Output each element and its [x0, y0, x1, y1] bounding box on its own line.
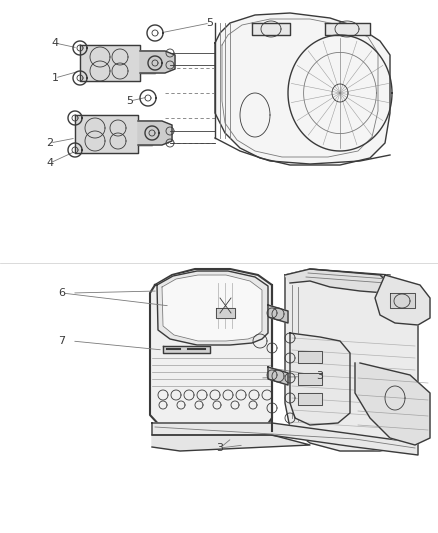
Text: 7: 7 — [58, 336, 66, 346]
Text: 5: 5 — [127, 96, 134, 106]
Polygon shape — [268, 305, 288, 323]
Polygon shape — [252, 23, 290, 35]
Polygon shape — [298, 351, 322, 363]
Text: 5: 5 — [206, 18, 213, 28]
Polygon shape — [290, 333, 350, 425]
Polygon shape — [150, 269, 272, 435]
Polygon shape — [140, 51, 175, 73]
Polygon shape — [298, 373, 322, 385]
Text: 4: 4 — [46, 158, 53, 168]
Polygon shape — [138, 121, 172, 145]
Text: 6: 6 — [59, 288, 66, 298]
Polygon shape — [75, 115, 152, 153]
Text: 4: 4 — [51, 38, 59, 48]
Polygon shape — [355, 363, 430, 445]
Polygon shape — [163, 346, 210, 353]
Polygon shape — [325, 23, 370, 35]
Polygon shape — [216, 308, 235, 318]
Text: 2: 2 — [46, 138, 53, 148]
Polygon shape — [285, 269, 418, 451]
Polygon shape — [390, 293, 415, 308]
Polygon shape — [80, 45, 155, 81]
Text: 3: 3 — [216, 443, 223, 453]
Polygon shape — [162, 275, 262, 341]
Polygon shape — [152, 435, 310, 451]
Polygon shape — [298, 393, 322, 405]
Polygon shape — [215, 13, 390, 165]
Polygon shape — [285, 269, 390, 293]
Polygon shape — [268, 367, 288, 385]
Polygon shape — [375, 275, 430, 325]
Polygon shape — [152, 423, 418, 455]
Text: 1: 1 — [52, 73, 59, 83]
Polygon shape — [157, 271, 268, 345]
Text: 3: 3 — [317, 371, 324, 381]
